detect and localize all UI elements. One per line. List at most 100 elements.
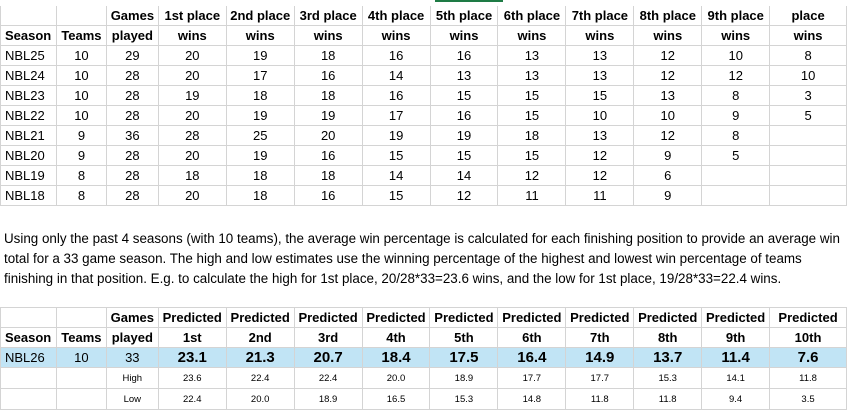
cell[interactable]: 9 [633,185,703,206]
cell[interactable]: 36 [105,125,159,146]
cell[interactable]: 16 [429,105,499,126]
cell[interactable]: 20 [157,145,227,166]
cell[interactable]: 15 [497,85,567,106]
cell[interactable] [55,388,107,410]
cell[interactable]: 33 [105,347,159,368]
cell[interactable]: 16 [293,65,363,86]
cell[interactable]: 20 [157,185,227,206]
cell[interactable]: 20 [293,125,363,146]
cell[interactable]: 12 [633,65,703,86]
cell[interactable] [0,6,57,26]
cell[interactable]: 15 [429,145,499,166]
cell[interactable]: 2nd place [225,6,295,26]
cell[interactable]: NBL23 [0,85,57,106]
cell[interactable]: 2nd [225,327,295,348]
cell[interactable]: 8th [633,327,703,348]
cell[interactable] [55,367,107,389]
cell[interactable]: Predicted [225,307,295,328]
cell[interactable]: 15.3 [429,388,499,410]
cell[interactable]: 4th [361,327,431,348]
cell[interactable]: 15 [565,85,635,106]
cell[interactable]: 16.5 [361,388,431,410]
cell[interactable]: Predicted [633,307,703,328]
cell[interactable]: 20.7 [293,347,363,368]
cell[interactable]: 15 [497,105,567,126]
cell[interactable]: 18 [225,85,295,106]
cell[interactable]: 3rd [293,327,363,348]
cell[interactable]: Games [105,307,159,328]
cell[interactable]: 25 [225,125,295,146]
cell[interactable]: 23.1 [157,347,227,368]
cell[interactable]: 18 [293,85,363,106]
cell[interactable]: place [769,6,847,26]
cell[interactable]: 13.7 [633,347,703,368]
cell[interactable]: 8th place [633,6,703,26]
cell[interactable]: Season [0,25,57,46]
cell[interactable]: 9 [633,145,703,166]
cell[interactable]: 18 [157,165,227,186]
cell[interactable]: 18.4 [361,347,431,368]
cell[interactable]: 15 [429,85,499,106]
cell[interactable]: 28 [105,185,159,206]
cell[interactable] [769,165,847,186]
cell[interactable]: 28 [105,85,159,106]
cell[interactable]: NBL19 [0,165,57,186]
cell[interactable]: 19 [429,125,499,146]
cell[interactable]: 13 [565,125,635,146]
cell[interactable]: 12 [497,165,567,186]
cell[interactable]: 8 [55,165,107,186]
cell[interactable]: 17.7 [497,367,567,389]
cell[interactable]: 7.6 [769,347,847,368]
cell[interactable]: 14 [361,165,431,186]
cell[interactable] [55,307,107,328]
cell[interactable]: 11.8 [769,367,847,389]
cell[interactable]: 21.3 [225,347,295,368]
cell[interactable]: 7th [565,327,635,348]
cell[interactable]: 18 [497,125,567,146]
cell[interactable]: Predicted [769,307,847,328]
cell[interactable]: 13 [497,45,567,66]
cell[interactable]: Predicted [293,307,363,328]
cell[interactable]: Predicted [565,307,635,328]
cell[interactable]: 12 [565,165,635,186]
cell[interactable]: 9 [55,145,107,166]
cell[interactable]: 10 [55,65,107,86]
cell[interactable]: 14 [361,65,431,86]
cell[interactable]: 10 [55,347,107,368]
cell[interactable]: 13 [429,65,499,86]
cell[interactable]: 19 [293,105,363,126]
cell[interactable]: 16 [293,185,363,206]
cell[interactable]: 10 [701,45,771,66]
cell[interactable]: 12 [633,125,703,146]
cell[interactable]: 6th [497,327,567,348]
cell[interactable]: 14.1 [701,367,771,389]
cell[interactable]: High [105,367,159,389]
cell[interactable]: 9th [701,327,771,348]
cell[interactable]: 28 [105,105,159,126]
cell[interactable]: 9 [55,125,107,146]
cell[interactable]: 5 [701,145,771,166]
cell[interactable]: 8 [769,45,847,66]
cell[interactable]: 13 [565,65,635,86]
cell[interactable]: 19 [225,45,295,66]
cell[interactable]: 15 [497,145,567,166]
cell[interactable] [701,165,771,186]
cell[interactable]: 22.4 [293,367,363,389]
cell[interactable]: 6 [633,165,703,186]
cell[interactable]: Teams [55,25,107,46]
cell[interactable]: 9th place [701,6,771,26]
cell[interactable]: 14.8 [497,388,567,410]
cell[interactable]: 15 [361,185,431,206]
cell[interactable]: 9.4 [701,388,771,410]
cell[interactable]: wins [361,25,431,46]
cell[interactable]: 10 [55,85,107,106]
cell[interactable]: played [105,25,159,46]
cell[interactable]: Predicted [157,307,227,328]
cell[interactable]: 17.5 [429,347,499,368]
cell[interactable]: 20 [157,65,227,86]
cell[interactable] [55,6,107,26]
cell[interactable]: 4th place [361,6,431,26]
cell[interactable]: 29 [105,45,159,66]
cell[interactable]: NBL18 [0,185,57,206]
cell[interactable]: 16 [361,85,431,106]
